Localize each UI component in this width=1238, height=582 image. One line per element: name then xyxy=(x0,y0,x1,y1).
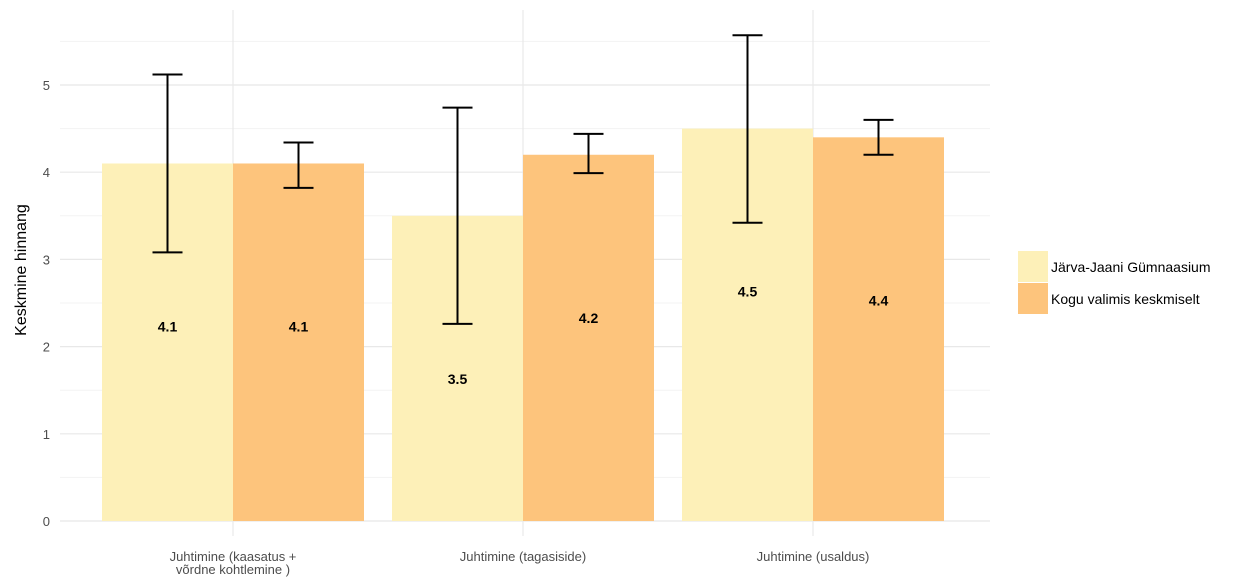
legend: Järva-Jaani Gümnaasium Kogu valimis keskm… xyxy=(1018,251,1211,314)
bar-value-label: 4.1 xyxy=(158,318,178,334)
y-tick-label: 1 xyxy=(43,427,50,442)
bar xyxy=(523,155,654,521)
y-axis: 0 1 2 3 4 5 xyxy=(43,78,50,529)
legend-swatch xyxy=(1018,251,1048,282)
bar xyxy=(813,137,944,521)
y-tick-label: 3 xyxy=(43,252,50,267)
legend-swatch xyxy=(1018,283,1048,314)
bar xyxy=(233,163,364,521)
x-tick-label: võrdne kohtlemine ) xyxy=(176,562,290,577)
x-axis: Juhtimine (kaasatus +võrdne kohtlemine )… xyxy=(170,549,870,577)
y-tick-label: 5 xyxy=(43,78,50,93)
bar-value-label: 4.2 xyxy=(579,310,599,326)
y-axis-title: Keskmine hinnang xyxy=(13,204,30,336)
x-tick-label: Juhtimine (tagasiside) xyxy=(460,549,586,564)
legend-label: Kogu valimis keskmiselt xyxy=(1051,291,1200,307)
x-tick-label: Juhtimine (usaldus) xyxy=(757,549,870,564)
y-tick-label: 2 xyxy=(43,340,50,355)
bar-value-label: 3.5 xyxy=(448,371,468,387)
bar-value-label: 4.5 xyxy=(738,284,758,300)
legend-label: Järva-Jaani Gümnaasium xyxy=(1051,259,1211,275)
bar-value-label: 4.1 xyxy=(289,318,309,334)
bar-value-label: 4.4 xyxy=(869,292,889,308)
bars xyxy=(102,129,944,521)
y-tick-label: 0 xyxy=(43,514,50,529)
y-tick-label: 4 xyxy=(43,165,50,180)
